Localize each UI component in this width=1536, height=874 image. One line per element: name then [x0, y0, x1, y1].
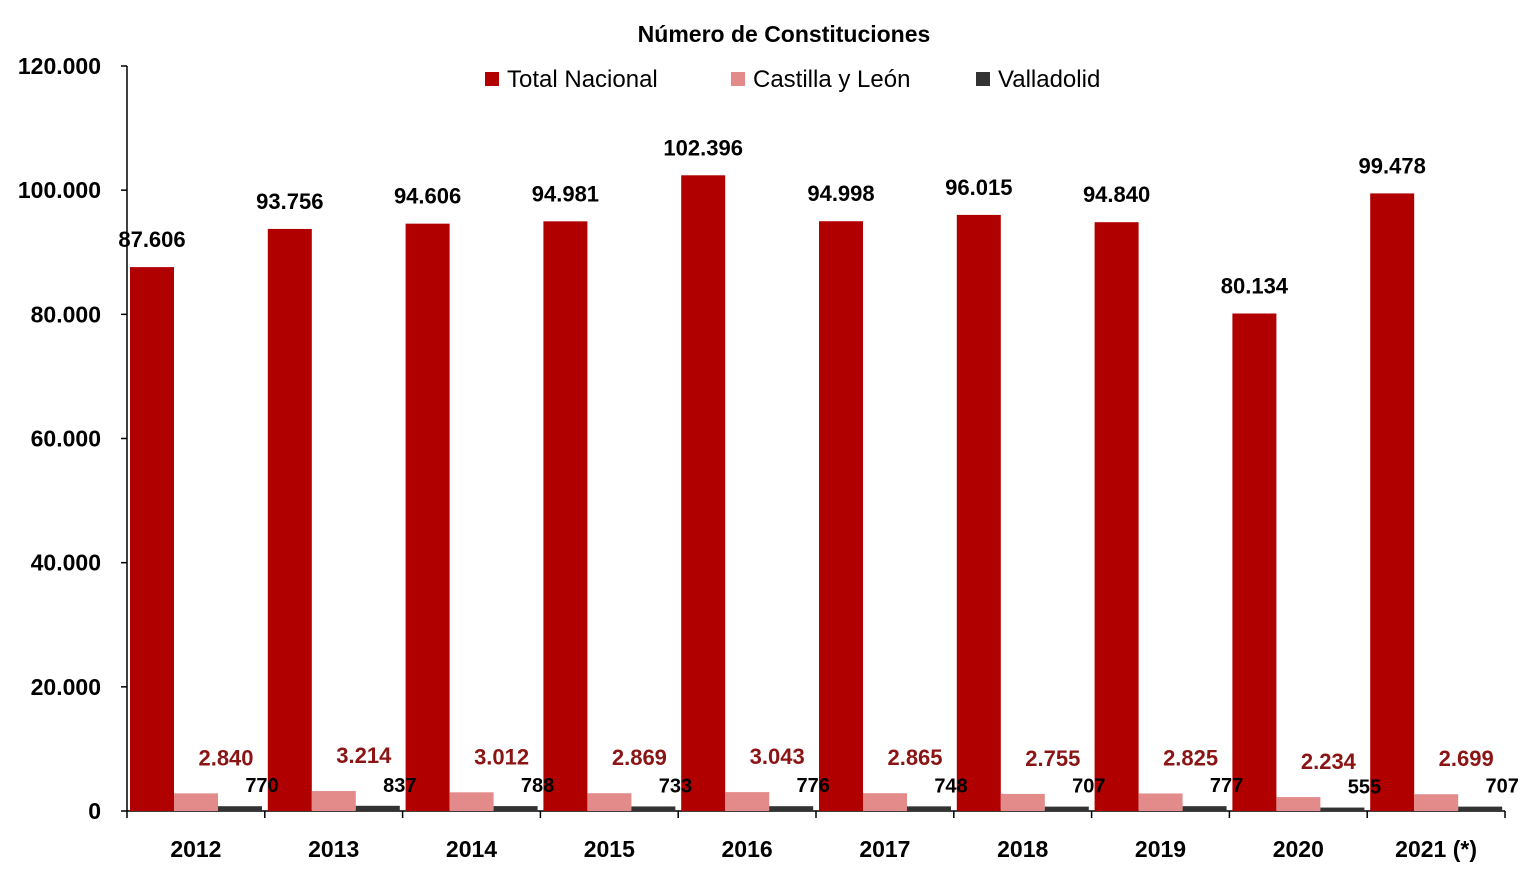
x-tick-label: 2016: [722, 836, 773, 862]
legend-label: Total Nacional: [507, 66, 658, 93]
data-label: 3.214: [336, 743, 392, 768]
bar-castilla-y-le-n-2018: [1000, 793, 1045, 811]
y-tick-label: 80.000: [31, 301, 101, 327]
bar-total-nacional-2015: [543, 221, 588, 811]
legend-swatch: [976, 72, 990, 86]
bar-valladolid-2018: [1044, 806, 1089, 811]
legend-label: Castilla y León: [753, 66, 910, 93]
bar-total-nacional-2020: [1232, 313, 1277, 811]
bar-valladolid-2016: [769, 806, 814, 811]
y-tick-label: 120.000: [18, 53, 101, 79]
y-tick-label: 60.000: [31, 426, 101, 452]
legend-swatch: [731, 72, 745, 86]
x-tick-label: 2017: [859, 836, 910, 862]
bar-valladolid-2014: [493, 806, 538, 811]
data-label: 3.012: [474, 744, 529, 769]
y-tick-label: 20.000: [31, 674, 101, 700]
bar-valladolid-2012: [218, 806, 262, 811]
data-label: 2.755: [1025, 746, 1080, 771]
data-label: 707: [1072, 776, 1105, 798]
data-label: 2.869: [612, 745, 667, 770]
bar-castilla-y-le-n-2013: [311, 791, 356, 811]
axes: 0 20.000 40.000 60.000 80.000 100.000 120.000 2…: [18, 53, 1506, 862]
chart-title: Número de Constituciones: [638, 21, 931, 47]
bar-castilla-y-le-n-2017: [863, 793, 907, 811]
bar-total-nacional-2018: [956, 214, 1001, 812]
data-label: 80.134: [1221, 274, 1289, 299]
data-label: 770: [245, 775, 278, 797]
legend: Total Nacional Castilla y León Valladolid: [485, 66, 1100, 93]
data-label: 2.234: [1301, 749, 1357, 774]
legend-label: Valladolid: [998, 66, 1100, 93]
data-labels: 87.606 93.756 94.606 94.981 102.396 94.998 96.…: [118, 135, 1519, 798]
bar-valladolid-2020: [1320, 807, 1365, 811]
data-label: 3.043: [750, 744, 805, 769]
y-tick-label: 40.000: [31, 550, 101, 576]
bar-total-nacional-2017: [819, 221, 863, 811]
y-tick-label: 0: [88, 798, 101, 824]
data-label: 2.699: [1439, 746, 1494, 771]
bar-castilla-y-le-n-2019: [1138, 793, 1183, 811]
x-tick-label: 2015: [584, 836, 635, 862]
data-label: 94.981: [532, 181, 599, 206]
data-label: 555: [1348, 777, 1381, 799]
bar-total-nacional-2013: [267, 228, 312, 811]
data-label: 94.998: [807, 181, 874, 206]
data-label: 99.478: [1359, 153, 1426, 178]
data-label: 96.015: [945, 175, 1012, 200]
bar-castilla-y-le-n-2016: [725, 792, 770, 811]
bar-valladolid-2015: [631, 806, 676, 811]
bar-total-nacional-2016: [681, 175, 726, 811]
data-label: 2.865: [887, 745, 942, 770]
data-label: 776: [797, 775, 830, 797]
x-tick-label: 2014: [446, 836, 497, 862]
data-label: 93.756: [256, 189, 323, 214]
bar-castilla-y-le-n-2012: [174, 793, 218, 811]
data-label: 788: [521, 775, 554, 797]
bar-total-nacional-2012: [130, 267, 174, 811]
x-tick-label: 2020: [1273, 836, 1324, 862]
bar-castilla-y-le-n-2021: [1414, 794, 1459, 811]
data-label: 2.840: [198, 745, 253, 770]
bar-total-nacional-2014: [405, 223, 450, 811]
data-label: 102.396: [663, 135, 743, 160]
data-label: 94.840: [1083, 182, 1150, 207]
bars: [130, 175, 1503, 812]
bar-total-nacional-2019: [1094, 222, 1139, 811]
x-tick-label: 2012: [170, 836, 221, 862]
bar-castilla-y-le-n-2020: [1276, 797, 1321, 811]
legend-swatch: [485, 72, 499, 86]
bar-castilla-y-le-n-2014: [449, 792, 494, 811]
x-tick-label: 2019: [1135, 836, 1186, 862]
bar-valladolid-2021: [1458, 806, 1503, 811]
bar-valladolid-2013: [355, 805, 400, 811]
bar-castilla-y-le-n-2015: [587, 793, 632, 811]
data-label: 707: [1486, 776, 1519, 798]
bar-valladolid-2017: [907, 806, 951, 811]
bar-valladolid-2019: [1182, 806, 1227, 811]
x-tick-label: 2021 (*): [1395, 836, 1477, 862]
bar-total-nacional-2021: [1370, 193, 1415, 811]
x-tick-label: 2013: [308, 836, 359, 862]
data-label: 87.606: [118, 227, 185, 252]
data-label: 837: [383, 775, 416, 797]
data-label: 2.825: [1163, 745, 1218, 770]
data-label: 733: [659, 775, 692, 797]
x-tick-label: 2018: [997, 836, 1048, 862]
y-tick-label: 100.000: [18, 177, 101, 203]
data-label: 94.606: [394, 184, 461, 209]
data-label: 777: [1210, 775, 1243, 797]
data-label: 748: [934, 775, 967, 797]
